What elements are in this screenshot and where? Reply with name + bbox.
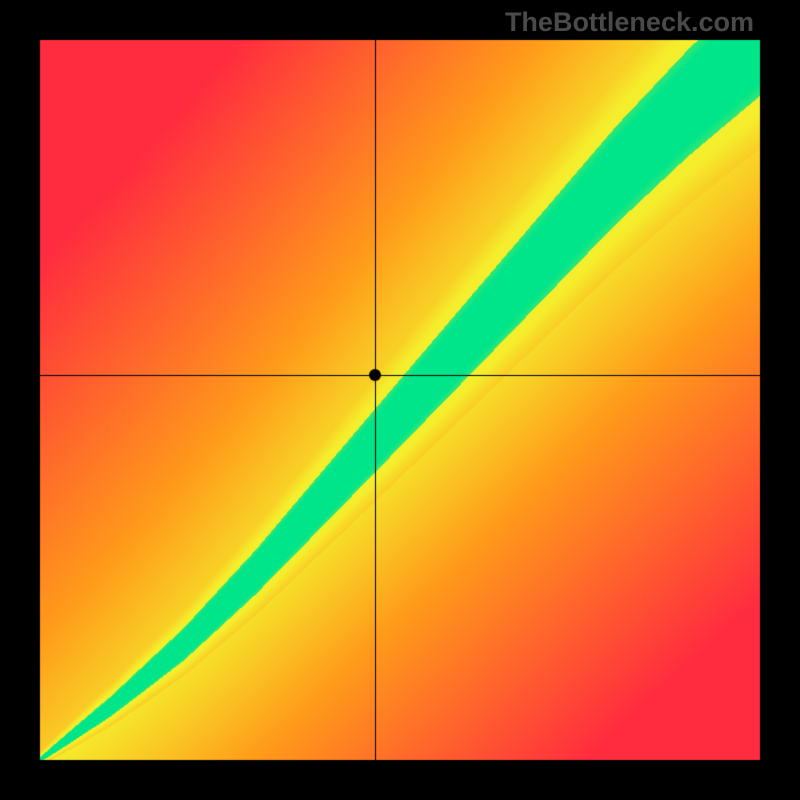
bottleneck-heatmap: [0, 0, 800, 800]
watermark-text: TheBottleneck.com: [505, 7, 754, 38]
